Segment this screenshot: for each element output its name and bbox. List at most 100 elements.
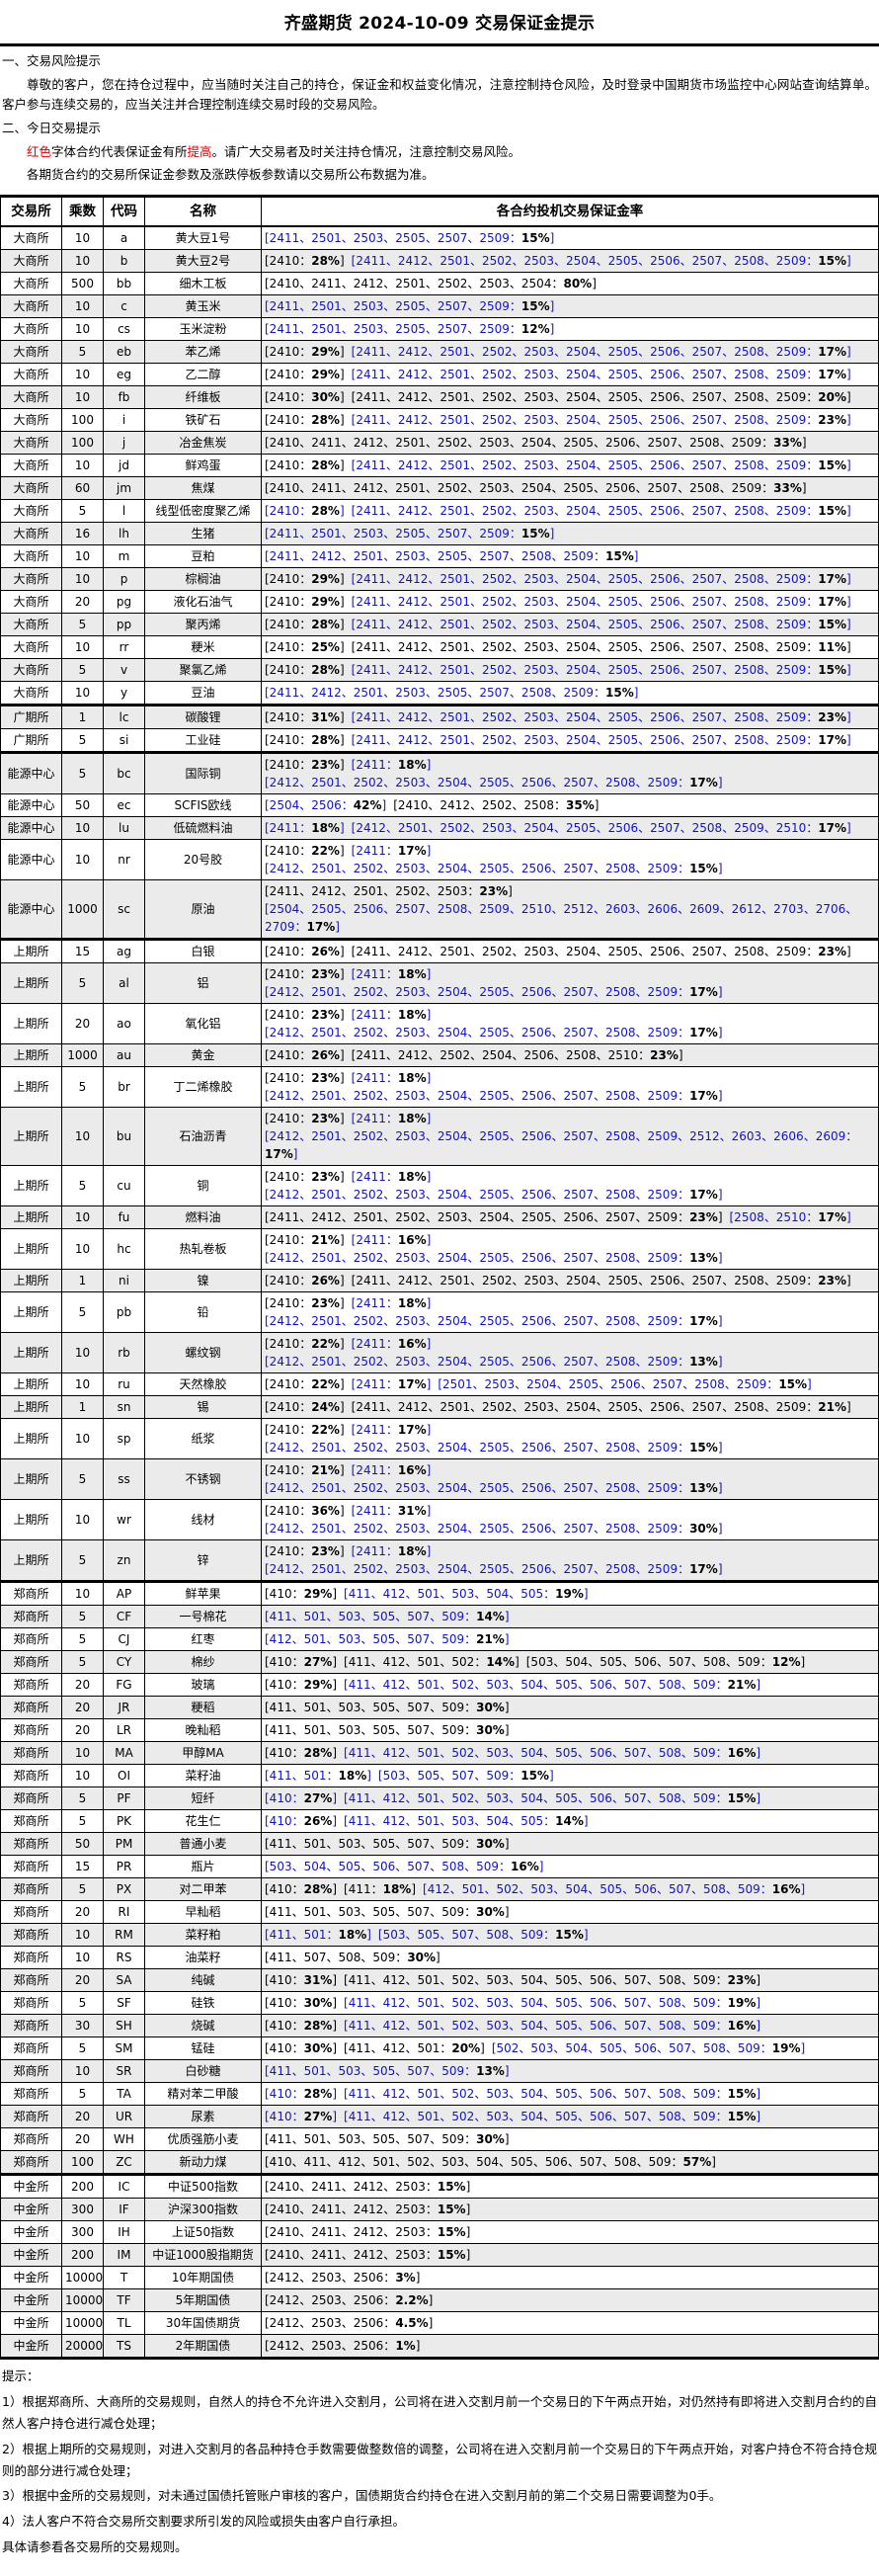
- cell-margin-rate: [2411、2501、2503、2505、2507、2509：15%]: [261, 294, 879, 318]
- rate-segment: [2410：28%]: [265, 254, 345, 268]
- table-row: 大商所 10 p 棕榈油 [2410：29%] [2411、2412、2501、2502、…: [0, 567, 879, 591]
- cell-margin-rate: [2410：23%] [2411：18%] [2412、2501、2502、2503…: [261, 1003, 879, 1044]
- table-row: 广期所 1 lc 碳酸锂 [2410：31%] [2411、2412、2501、2502、…: [0, 704, 879, 729]
- cell-margin-rate: [2410、2411、2412、2503：15%]: [261, 2173, 879, 2199]
- rate-percent: 16%: [397, 1233, 427, 1247]
- cell-exchange: 上期所: [0, 1205, 62, 1229]
- footer-note: 1）根据郑商所、大商所的交易规则，自然人的持仓不允许进入交割月，公司将在进入交割…: [2, 2393, 877, 2431]
- cell-exchange: 广期所: [0, 728, 62, 753]
- rate-percent: 15%: [437, 2202, 466, 2216]
- rate-percent: 29%: [303, 1678, 333, 1692]
- cell-code: TF: [103, 2288, 145, 2312]
- cell-margin-rate: [412、501、503、505、507、509：21%]: [261, 1627, 879, 1651]
- table-row: 大商所 10 b 黄大豆2号 [2410：28%] [2411、2412、2501、250…: [0, 249, 879, 273]
- cell-name: 聚丙烯: [144, 613, 262, 636]
- rate-segment: [2410：26%]: [265, 1048, 345, 1062]
- cell-margin-rate: [2410：28%] [2411、2412、2501、2502、2503、2504…: [261, 454, 879, 477]
- rate-segment: [2412、2501、2502、2503、2504、2505、2506、2507…: [265, 1441, 723, 1454]
- cell-exchange: 郑商所: [0, 1946, 62, 1969]
- cell-code: MA: [103, 1741, 145, 1765]
- table-row: 上期所 5 zn 锌 [2410：23%] [2411：18%] [2412、2501、25…: [0, 1539, 879, 1582]
- table-header-row: 交易所 乘数 代码 名称 各合约投机交易保证金率: [0, 194, 879, 227]
- rate-segment: [411、507、508、509：30%]: [265, 1951, 440, 1964]
- cell-code: SF: [103, 1991, 145, 2015]
- rate-percent: 17%: [689, 1089, 718, 1103]
- cell-margin-rate: [2410、2411、2412、2503：15%]: [261, 2198, 879, 2221]
- cell-code: ao: [103, 1003, 145, 1044]
- cell-code: al: [103, 962, 145, 1004]
- title-divider: [0, 43, 879, 46]
- cell-multiplier: 5: [61, 728, 104, 753]
- cell-name: 黄玉米: [144, 294, 262, 318]
- rate-segment: [2410：29%]: [265, 572, 345, 586]
- table-row: 郑商所 10 AP 鲜苹果 [410：29%] [411、412、501、503、504、…: [0, 1580, 879, 1606]
- cell-code: pb: [103, 1291, 145, 1333]
- cell-margin-rate: [410：31%] [411、412、501、502、503、504、505、50…: [261, 1968, 879, 1992]
- rate-segment: [2411、2412、2501、2503、2505、2507、2508、2509…: [265, 549, 639, 563]
- today-section-line1: 红色字体合约代表保证金有所提高。请广大交易者及时关注持仓情况，注意控制交易风险。: [2, 142, 877, 163]
- cell-name: 优质强筋小麦: [144, 2127, 262, 2151]
- cell-exchange: 大商所: [0, 544, 62, 568]
- rate-segment: [2412、2501、2502、2503、2504、2505、2506、2507…: [265, 1314, 723, 1328]
- table-row: 能源中心 5 bc 国际铜 [2410：23%] [2411：18%] [2412、2501…: [0, 751, 879, 794]
- cell-exchange: 大商所: [0, 272, 62, 295]
- rate-percent: 28%: [311, 618, 340, 631]
- rate-segment: [2410、2411、2412、2503：15%]: [265, 2202, 471, 2216]
- cell-code: SR: [103, 2059, 145, 2083]
- cell-name: 花生仁: [144, 1809, 262, 1833]
- cell-exchange: 大商所: [0, 658, 62, 682]
- rate-percent: 16%: [397, 1463, 427, 1477]
- rate-segment: [2411、2501、2503、2505、2507、2509：12%]: [265, 322, 555, 336]
- cell-margin-rate: [410：27%] [411、412、501、502：14%] [503、504、5…: [261, 1650, 879, 1674]
- rate-segment: [411、501：18%]: [265, 1769, 371, 1783]
- header-exchange: 交易所: [0, 194, 62, 227]
- cell-name: 棉纱: [144, 1650, 262, 1674]
- cell-code: rb: [103, 1332, 145, 1373]
- cell-multiplier: 50: [61, 1832, 104, 1856]
- cell-multiplier: 10: [61, 635, 104, 659]
- table-row: 大商所 500 bb 细木工板 [2410、2411、2412、2501、2502、25…: [0, 272, 879, 295]
- rate-segment: [2410、2411、2412、2503：15%]: [265, 2180, 471, 2194]
- rate-segment: [410：26%]: [265, 1814, 338, 1828]
- rate-segment: [410：27%]: [265, 2110, 338, 2123]
- table-row: 郑商所 20 LR 晚籼稻 [411、501、503、505、507、509：30%]: [0, 1718, 879, 1742]
- cell-name: 对二甲苯: [144, 1877, 262, 1901]
- cell-margin-rate: [2410：29%] [2411、2412、2501、2502、2503、2504…: [261, 363, 879, 386]
- cell-name: 2年期国债: [144, 2334, 262, 2360]
- cell-code: a: [103, 225, 145, 250]
- cell-margin-rate: [2410：36%] [2411：31%] [2412、2501、2502、2503…: [261, 1499, 879, 1540]
- cell-multiplier: 10: [61, 1418, 104, 1459]
- rate-percent: 15%: [689, 862, 718, 875]
- table-row: 大商所 100 j 冶金焦炭 [2410、2411、2412、2501、2502、250…: [0, 431, 879, 455]
- cell-multiplier: 10000: [61, 2311, 104, 2335]
- rate-percent: 2.2%: [395, 2293, 429, 2307]
- table-row: 郑商所 5 PX 对二甲苯 [410：28%] [411：18%] [412、501、502…: [0, 1877, 879, 1901]
- cell-margin-rate: [2411、2501、2503、2505、2507、2509：15%]: [261, 225, 879, 250]
- table-row: 上期所 5 al 铝 [2410：23%] [2411：18%] [2412、2501、25…: [0, 962, 879, 1004]
- cell-name: 聚氯乙烯: [144, 658, 262, 682]
- cell-margin-rate: [2410：22%] [2411：17%] [2412、2501、2502、2503…: [261, 1418, 879, 1459]
- cell-name: 焦煤: [144, 476, 262, 500]
- rate-segment: [410：29%]: [265, 1678, 338, 1692]
- table-row: 大商所 10 rr 粳米 [2410：25%] [2411、2412、2501、2502、…: [0, 635, 879, 659]
- rate-segment: [410：27%]: [265, 1655, 338, 1669]
- cell-name: 生猪: [144, 522, 262, 545]
- cell-margin-rate: [2411、2412、2501、2502、2503、2504、2505、2506…: [261, 1205, 879, 1229]
- cell-name: 粳米: [144, 635, 262, 659]
- rate-percent: 15%: [605, 549, 634, 563]
- cell-exchange: 中金所: [0, 2311, 62, 2335]
- cell-code: p: [103, 567, 145, 591]
- cell-exchange: 上期所: [0, 1395, 62, 1419]
- rate-segment: [2410：28%]: [265, 663, 345, 677]
- cell-exchange: 上期所: [0, 1291, 62, 1333]
- cell-name: SCFIS欧线: [144, 793, 262, 817]
- cell-code: SA: [103, 1968, 145, 1992]
- cell-code: PK: [103, 1809, 145, 1833]
- cell-code: JR: [103, 1696, 145, 1719]
- rate-percent: 30%: [407, 1951, 437, 1964]
- rate-segment: [2411：31%]: [351, 1504, 432, 1518]
- cell-multiplier: 20: [61, 2127, 104, 2151]
- rate-segment: [2410：29%]: [265, 595, 345, 609]
- rate-percent: 22%: [311, 1377, 340, 1391]
- red-raise-word: 提高: [187, 143, 212, 159]
